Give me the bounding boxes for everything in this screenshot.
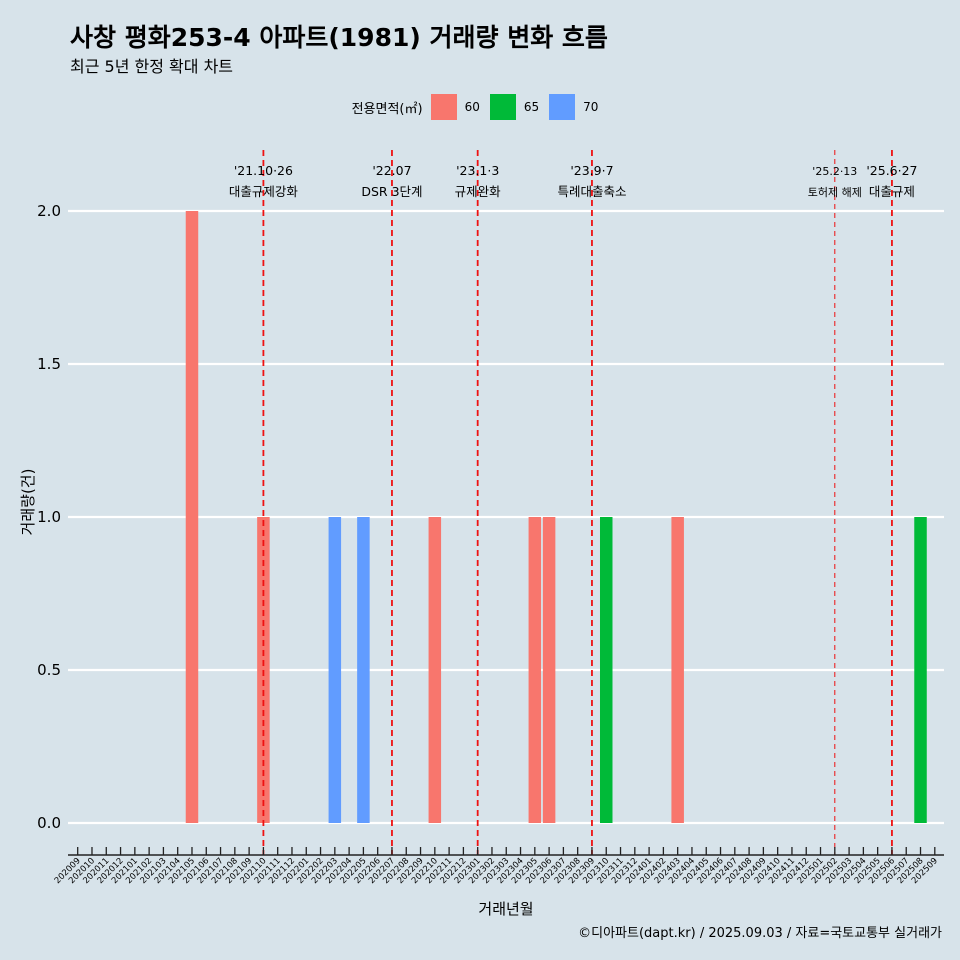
x-axis-label: 거래년월	[478, 900, 533, 918]
legend-label-70: 70	[583, 100, 599, 114]
event-date-202309: '23.9·7	[570, 163, 613, 178]
legend-item-65: 65	[489, 94, 540, 120]
event-date-202506: '25.6·27	[866, 163, 917, 178]
legend-key-60	[430, 94, 457, 120]
bar-60-202210	[428, 517, 442, 823]
bar-60-202306	[542, 517, 556, 823]
bar-70-202203	[328, 517, 342, 823]
event-label-202207: DSR 3단계	[361, 184, 422, 199]
y-tick-label: 1.5	[37, 355, 61, 373]
event-date-202301: '23.1·3	[456, 163, 499, 178]
bar-60-202403	[671, 517, 684, 823]
legend-item-70: 70	[549, 94, 598, 120]
legend-title: 전용면적(㎡)	[351, 101, 423, 117]
legend-label-65: 65	[523, 100, 540, 114]
event-label-202301: 규제완화	[455, 184, 502, 199]
bar-65-202508	[914, 517, 927, 823]
legend-key-70	[549, 94, 576, 120]
y-tick-label: 0.5	[37, 661, 61, 679]
event-label-202506: 대출규제	[869, 184, 915, 199]
y-tick-label: 1.0	[37, 508, 61, 526]
y-tick-label: 0.0	[37, 814, 61, 832]
bar-60-202305	[528, 517, 542, 823]
event-label-202502: 토허제 해제	[808, 185, 862, 199]
event-date-202110: '21.10·26	[234, 163, 293, 178]
legend-key-65	[489, 94, 516, 120]
y-tick-label: 2.0	[37, 202, 61, 220]
y-axis-label: 거래량(건)	[19, 469, 37, 536]
legend: 전용면적(㎡) 60 65 70	[0, 93, 960, 121]
bar-65-202310	[599, 517, 613, 823]
event-date-202502: '25.2·13	[812, 165, 857, 178]
legend-item-60: 60	[430, 94, 480, 120]
chart-title: 사창 평화253-4 아파트(1981) 거래량 변화 흐름	[70, 23, 608, 52]
event-date-202207: '22.07	[372, 163, 411, 178]
caption: ©디아파트(dapt.kr) / 2025.09.03 / 자료=국토교통부 실…	[578, 926, 942, 941]
event-label-202110: 대출규제강화	[229, 184, 299, 199]
bar-60-202105	[185, 211, 199, 823]
bar-70-202205	[357, 517, 370, 823]
chart-subtitle: 최근 5년 한정 확대 차트	[70, 57, 234, 76]
legend-label-60: 60	[464, 100, 480, 114]
event-label-202309: 특례대출축소	[557, 184, 626, 199]
